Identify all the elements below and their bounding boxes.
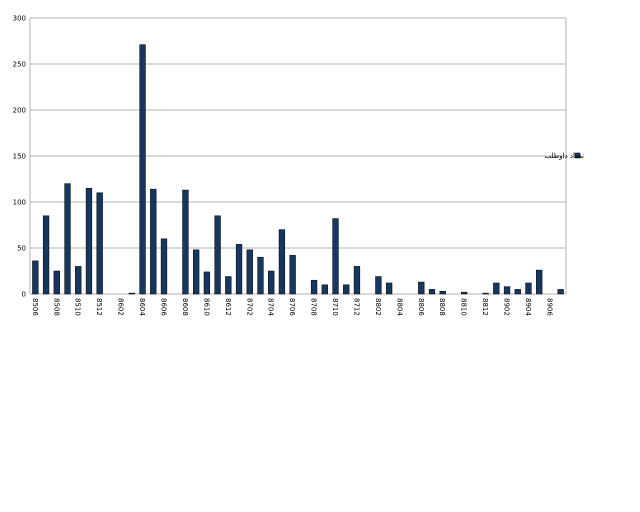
y-tick-label: 50 [17, 245, 26, 253]
bar [246, 249, 253, 295]
bar [182, 189, 189, 295]
bar [461, 291, 468, 295]
bar [139, 44, 146, 295]
bar [321, 284, 328, 295]
bar [385, 282, 393, 295]
bar [268, 270, 275, 295]
bar [525, 282, 532, 295]
bar [75, 266, 82, 295]
bar [289, 255, 296, 295]
y-tick-label: 100 [13, 199, 26, 207]
x-tick-label: 8608 [181, 298, 189, 316]
bar [193, 249, 200, 295]
x-tick-label: 8708 [310, 298, 318, 316]
x-tick-label: 8602 [117, 298, 125, 316]
bar [343, 284, 350, 295]
bar [214, 215, 221, 295]
x-tick-label: 8806 [417, 298, 425, 316]
x-tick-label: 8904 [524, 298, 532, 316]
y-tick-label: 150 [13, 153, 26, 161]
x-tick-label: 8706 [288, 298, 296, 316]
legend-label: تعداد داوطلب [545, 152, 585, 160]
y-tick-label: 0 [22, 291, 26, 299]
bar [128, 292, 135, 295]
bar [439, 290, 446, 295]
x-tick-label: 8712 [352, 298, 360, 316]
bar [257, 256, 264, 295]
bar [96, 192, 103, 295]
bar [418, 281, 425, 295]
x-tick-label: 8802 [374, 298, 382, 316]
bar [150, 188, 157, 295]
bar [482, 292, 489, 295]
x-tick-label: 8812 [481, 298, 489, 316]
bar [310, 279, 318, 295]
y-tick-label: 300 [13, 15, 26, 23]
x-tick-label: 8702 [245, 298, 253, 316]
x-tick-label: 8810 [460, 298, 468, 316]
bar [53, 270, 60, 295]
x-tick-label: 8510 [74, 298, 82, 316]
bar [278, 229, 286, 295]
x-tick-label: 8508 [52, 298, 60, 316]
bar [375, 276, 382, 295]
bar [514, 289, 521, 295]
y-tick-label: 200 [13, 107, 26, 115]
x-tick-label: 8612 [224, 298, 232, 316]
bar [428, 289, 436, 295]
bar [64, 183, 71, 295]
x-tick-label: 8512 [95, 298, 103, 316]
x-tick-label: 8704 [267, 298, 275, 316]
x-tick-label: 8710 [331, 298, 339, 316]
bar [32, 260, 39, 295]
bar [235, 244, 243, 295]
bar [536, 269, 543, 295]
y-tick-label: 250 [13, 61, 26, 69]
legend-swatch [574, 152, 581, 159]
bar [85, 187, 93, 295]
bar [332, 218, 339, 295]
x-tick-label: 8610 [202, 298, 210, 316]
x-tick-label: 8604 [138, 298, 146, 316]
bar [503, 286, 511, 295]
x-tick-label: 8902 [503, 298, 511, 316]
x-tick-label: 8906 [545, 298, 553, 316]
bar [203, 271, 211, 295]
x-tick-label: 8506 [31, 298, 39, 316]
x-tick-label: 8606 [160, 298, 168, 316]
x-tick-label: 8808 [438, 298, 446, 316]
bar [225, 276, 232, 295]
bar [42, 215, 50, 295]
x-tick-label: 8804 [395, 298, 403, 316]
bar [353, 266, 361, 295]
bar [160, 238, 168, 295]
bar [557, 289, 564, 295]
bar [493, 282, 500, 295]
